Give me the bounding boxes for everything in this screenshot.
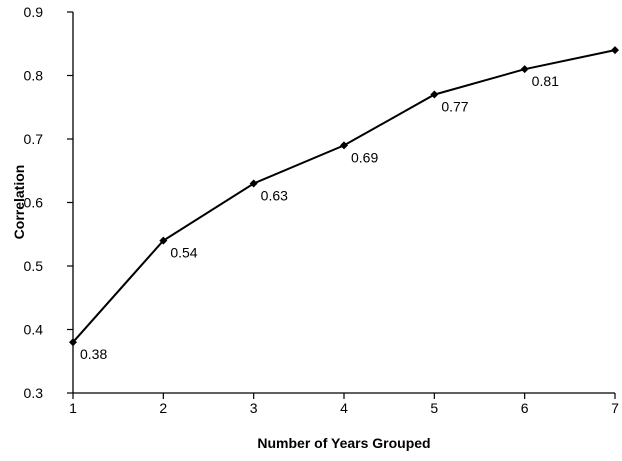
- data-point: [611, 46, 619, 55]
- x-tick-label: 7: [611, 400, 619, 416]
- y-axis-title: Correlation: [11, 165, 27, 240]
- data-point: [520, 65, 529, 74]
- x-tick-label: 2: [159, 400, 167, 416]
- y-ticks: 0.3 0.4 0.5 0.6 0.7 0.8 0.9: [24, 4, 73, 401]
- data-label: 0.54: [170, 245, 197, 261]
- y-tick-label: 0.5: [24, 258, 44, 274]
- data-point: [69, 338, 77, 347]
- x-tick-label: 6: [521, 400, 529, 416]
- data-point: [430, 90, 439, 99]
- y-tick-label: 0.8: [24, 68, 44, 84]
- data-point: [159, 236, 168, 245]
- data-label: 0.77: [441, 99, 468, 115]
- x-tick-label: 1: [69, 400, 77, 416]
- y-tick-label: 0.9: [24, 4, 44, 20]
- axes: [72, 12, 615, 394]
- data-label: 0.38: [80, 346, 107, 362]
- y-tick-label: 0.4: [24, 322, 44, 338]
- data-labels: 0.380.540.630.690.770.810.84: [80, 73, 559, 362]
- data-point: [249, 179, 258, 188]
- data-label: 0.69: [351, 149, 378, 165]
- series-group: [69, 46, 619, 347]
- series-line: [72, 49, 616, 343]
- y-tick-label: 0.6: [24, 195, 44, 211]
- x-ticks: 1 2 3 4 5 6 7: [69, 393, 619, 416]
- data-label: 0.63: [261, 187, 288, 203]
- data-label: 0.81: [532, 73, 559, 89]
- y-tick-label: 0.3: [24, 385, 44, 401]
- x-axis-title: Number of Years Grouped: [257, 435, 430, 451]
- x-tick-label: 5: [430, 400, 438, 416]
- x-tick-label: 4: [340, 400, 348, 416]
- x-tick-label: 3: [250, 400, 258, 416]
- data-point: [340, 141, 348, 150]
- y-tick-label: 0.7: [24, 131, 44, 147]
